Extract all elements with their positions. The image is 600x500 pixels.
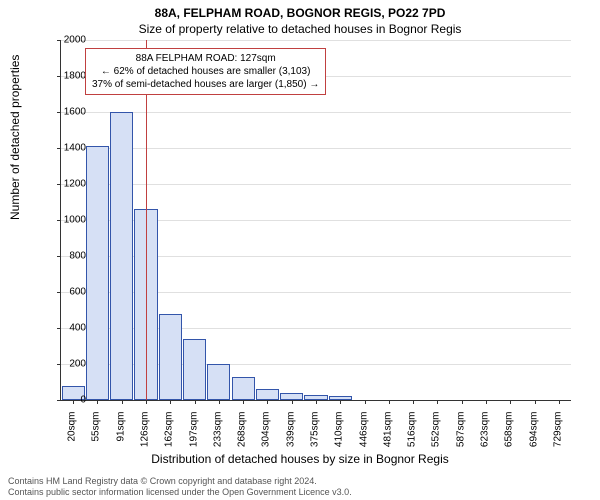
x-tick-label: 233sqm [212, 412, 223, 462]
chart-subtitle: Size of property relative to detached ho… [0, 20, 600, 36]
x-tick-label: 552sqm [431, 412, 442, 462]
x-tick-label: 375sqm [310, 412, 321, 462]
x-tick-label: 446sqm [358, 412, 369, 462]
histogram-bar [86, 146, 109, 400]
x-tick-label: 729sqm [552, 412, 563, 462]
annotation-line-1: 88A FELPHAM ROAD: 127sqm [92, 52, 319, 65]
histogram-bar [256, 389, 279, 400]
x-tick-mark [219, 400, 220, 404]
x-tick-mark [267, 400, 268, 404]
x-tick-mark [243, 400, 244, 404]
gridline [61, 112, 571, 113]
x-tick-mark [559, 400, 560, 404]
annotation-line-2: ← 62% of detached houses are smaller (3,… [92, 65, 319, 78]
histogram-bar [280, 393, 303, 400]
x-tick-label: 126sqm [140, 412, 151, 462]
y-tick-label: 1800 [46, 71, 86, 82]
histogram-bar [110, 112, 133, 400]
x-tick-label: 339sqm [285, 412, 296, 462]
x-tick-label: 197sqm [188, 412, 199, 462]
x-tick-label: 91sqm [115, 412, 126, 462]
y-tick-label: 200 [46, 359, 86, 370]
histogram-bar [232, 377, 255, 400]
y-tick-label: 800 [46, 251, 86, 262]
x-tick-mark [413, 400, 414, 404]
x-tick-mark [462, 400, 463, 404]
x-tick-mark [122, 400, 123, 404]
x-tick-label: 304sqm [261, 412, 272, 462]
x-tick-label: 623sqm [480, 412, 491, 462]
annotation-box: 88A FELPHAM ROAD: 127sqm← 62% of detache… [85, 48, 326, 95]
x-tick-label: 268sqm [237, 412, 248, 462]
x-tick-label: 410sqm [334, 412, 345, 462]
footer-attribution: Contains HM Land Registry data © Crown c… [8, 476, 352, 498]
y-axis-label: Number of detached properties [8, 55, 22, 220]
chart-title: 88A, FELPHAM ROAD, BOGNOR REGIS, PO22 7P… [0, 0, 600, 20]
x-tick-label: 694sqm [528, 412, 539, 462]
x-tick-mark [170, 400, 171, 404]
y-tick-label: 1600 [46, 107, 86, 118]
x-tick-mark [340, 400, 341, 404]
x-tick-mark [97, 400, 98, 404]
x-tick-label: 587sqm [455, 412, 466, 462]
gridline [61, 40, 571, 41]
histogram-bar [207, 364, 230, 400]
x-tick-mark [535, 400, 536, 404]
x-tick-mark [486, 400, 487, 404]
y-tick-label: 400 [46, 323, 86, 334]
y-tick-label: 1200 [46, 179, 86, 190]
x-tick-mark [146, 400, 147, 404]
y-tick-label: 1000 [46, 215, 86, 226]
x-tick-label: 481sqm [382, 412, 393, 462]
x-tick-mark [389, 400, 390, 404]
annotation-line-3: 37% of semi-detached houses are larger (… [92, 78, 319, 91]
y-tick-label: 1400 [46, 143, 86, 154]
x-tick-mark [510, 400, 511, 404]
footer-line-1: Contains HM Land Registry data © Crown c… [8, 476, 352, 487]
x-tick-label: 516sqm [407, 412, 418, 462]
x-tick-mark [316, 400, 317, 404]
x-tick-label: 55sqm [91, 412, 102, 462]
x-tick-label: 20sqm [67, 412, 78, 462]
y-tick-label: 2000 [46, 35, 86, 46]
x-tick-label: 162sqm [164, 412, 175, 462]
x-tick-mark [195, 400, 196, 404]
x-tick-mark [292, 400, 293, 404]
x-tick-mark [365, 400, 366, 404]
y-tick-label: 0 [46, 395, 86, 406]
x-tick-label: 658sqm [504, 412, 515, 462]
footer-line-2: Contains public sector information licen… [8, 487, 352, 498]
histogram-bar [183, 339, 206, 400]
x-tick-mark [437, 400, 438, 404]
gridline [61, 184, 571, 185]
histogram-bar [159, 314, 182, 400]
y-tick-label: 600 [46, 287, 86, 298]
gridline [61, 148, 571, 149]
